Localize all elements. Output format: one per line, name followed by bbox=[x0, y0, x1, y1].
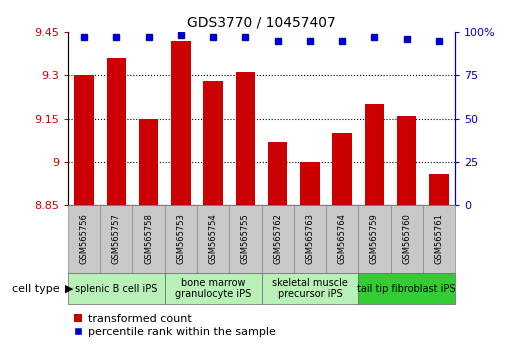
Bar bbox=[268, 142, 287, 205]
Text: GSM565762: GSM565762 bbox=[273, 213, 282, 264]
Bar bbox=[197, 205, 229, 273]
Legend: transformed count, percentile rank within the sample: transformed count, percentile rank withi… bbox=[74, 314, 276, 337]
Text: bone marrow
granulocyte iPS: bone marrow granulocyte iPS bbox=[175, 278, 251, 299]
Bar bbox=[365, 104, 384, 205]
Bar bbox=[229, 205, 262, 273]
Bar bbox=[165, 273, 262, 304]
Text: GSM565756: GSM565756 bbox=[79, 213, 88, 264]
Bar bbox=[68, 205, 100, 273]
Bar bbox=[171, 40, 190, 205]
Text: skeletal muscle
precursor iPS: skeletal muscle precursor iPS bbox=[272, 278, 348, 299]
Bar bbox=[391, 205, 423, 273]
Text: tail tip fibroblast iPS: tail tip fibroblast iPS bbox=[357, 284, 456, 293]
Bar bbox=[326, 205, 358, 273]
Text: GSM565759: GSM565759 bbox=[370, 213, 379, 264]
Bar bbox=[262, 273, 358, 304]
Text: GSM565758: GSM565758 bbox=[144, 213, 153, 264]
Text: GSM565764: GSM565764 bbox=[338, 213, 347, 264]
Text: GSM565760: GSM565760 bbox=[402, 213, 411, 264]
Bar bbox=[333, 133, 352, 205]
Bar bbox=[236, 72, 255, 205]
Bar bbox=[139, 119, 158, 205]
Bar bbox=[107, 58, 126, 205]
Bar bbox=[423, 205, 455, 273]
Bar bbox=[358, 205, 391, 273]
Bar bbox=[262, 205, 294, 273]
Bar bbox=[300, 162, 320, 205]
Text: GSM565761: GSM565761 bbox=[435, 213, 444, 264]
Text: GSM565755: GSM565755 bbox=[241, 213, 250, 264]
Bar bbox=[165, 205, 197, 273]
Bar bbox=[397, 116, 416, 205]
Bar bbox=[429, 173, 449, 205]
Bar bbox=[68, 273, 165, 304]
Bar bbox=[358, 273, 455, 304]
Bar bbox=[100, 205, 132, 273]
Bar bbox=[294, 205, 326, 273]
Bar bbox=[203, 81, 223, 205]
Text: GSM565757: GSM565757 bbox=[112, 213, 121, 264]
Text: GSM565754: GSM565754 bbox=[209, 213, 218, 264]
Text: cell type: cell type bbox=[12, 284, 63, 293]
Bar bbox=[132, 205, 165, 273]
Text: splenic B cell iPS: splenic B cell iPS bbox=[75, 284, 157, 293]
Text: GSM565763: GSM565763 bbox=[305, 213, 314, 264]
Bar bbox=[74, 75, 94, 205]
Text: GSM565753: GSM565753 bbox=[176, 213, 185, 264]
Title: GDS3770 / 10457407: GDS3770 / 10457407 bbox=[187, 15, 336, 29]
Text: ▶: ▶ bbox=[65, 284, 74, 293]
